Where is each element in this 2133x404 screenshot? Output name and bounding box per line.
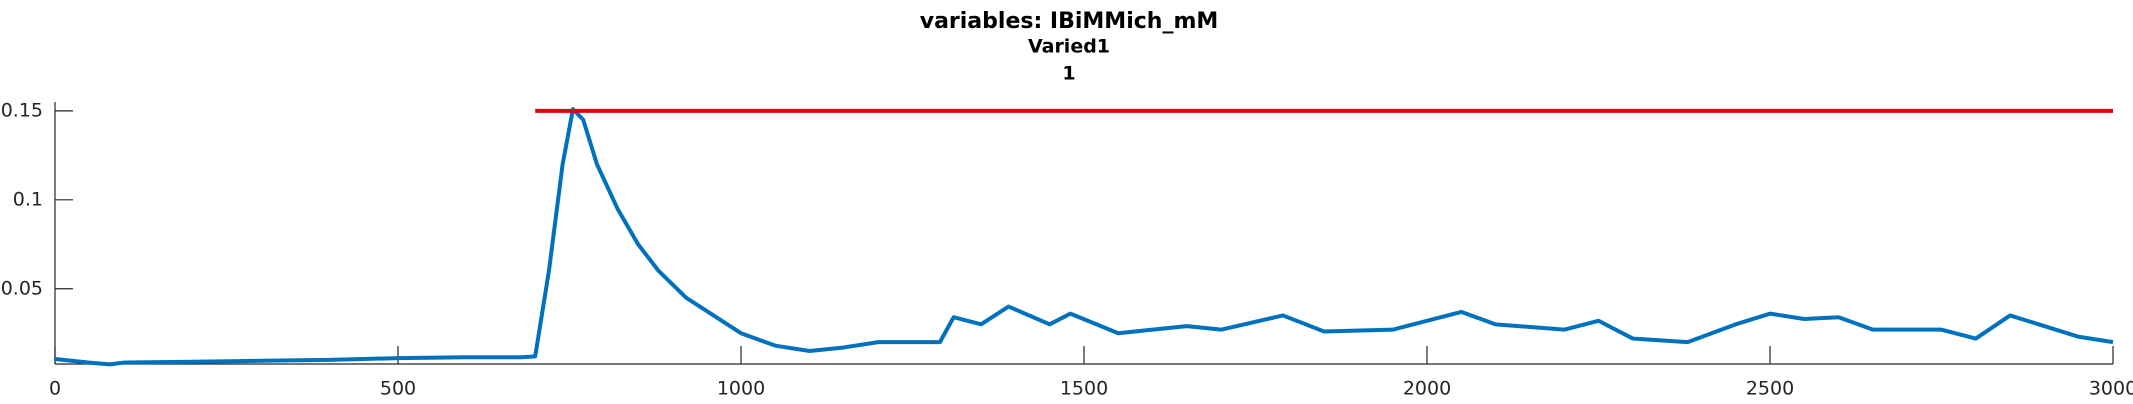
chart-title: variables: IBiMMich_mM xyxy=(920,9,1219,34)
x-tick-label: 3000 xyxy=(2089,378,2133,400)
x-tick-label: 2000 xyxy=(1403,378,1451,400)
line xyxy=(54,107,2114,367)
chart-subtitle: 1 xyxy=(1062,63,1075,85)
x-tick-label: 500 xyxy=(380,378,416,400)
y-tick-label: 0.15 xyxy=(1,99,43,121)
chart-subtitle: Varied1 xyxy=(1028,36,1110,58)
y-tick-label: 0.1 xyxy=(13,188,43,210)
x-tick-label: 1000 xyxy=(717,378,765,400)
x-tick-label: 2500 xyxy=(1746,378,1794,400)
x-tick-label: 0 xyxy=(49,378,61,400)
x-tick-label: 1500 xyxy=(1060,378,1108,400)
y-tick-label: 0.05 xyxy=(1,277,43,299)
